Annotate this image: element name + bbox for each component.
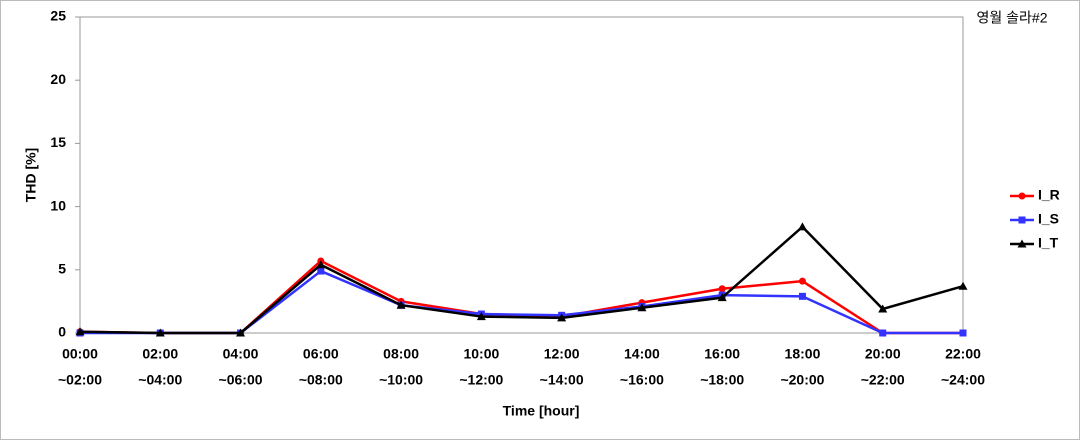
series-line (79, 225, 964, 335)
data-point (236, 328, 246, 337)
x-tick-label: 08:00 (383, 346, 419, 362)
y-tick-label: 20 (50, 71, 66, 87)
data-point (155, 328, 165, 337)
x-tick-label: ~22:00 (861, 372, 905, 388)
x-tick-label: ~08:00 (299, 372, 343, 388)
y-tick-label: 5 (58, 261, 66, 277)
legend-marker (1017, 239, 1027, 248)
y-tick-label: 15 (50, 134, 66, 150)
x-tick-label: ~06:00 (219, 372, 263, 388)
data-point (797, 222, 807, 231)
data-point (476, 312, 486, 321)
annotation: 영월 솔라#2 (977, 10, 1048, 26)
data-point (396, 300, 406, 309)
y-tick-label: 0 (58, 324, 66, 340)
plot-area (79, 16, 964, 334)
x-tick-label: ~14:00 (540, 372, 584, 388)
x-tick-label: 06:00 (303, 346, 339, 362)
data-point (718, 285, 726, 293)
x-tick-label: 12:00 (544, 346, 580, 362)
x-tick-label: 22:00 (945, 346, 981, 362)
legend-marker (1018, 192, 1026, 200)
x-tick-label: 10:00 (463, 346, 499, 362)
data-point (798, 277, 806, 285)
y-tick-label: 25 (50, 8, 66, 24)
legend-label: I_R (1038, 187, 1060, 203)
data-point (75, 327, 85, 336)
data-point (717, 293, 727, 302)
x-tick-label: ~12:00 (459, 372, 503, 388)
legend-label: I_S (1038, 211, 1059, 227)
x-tick-label: ~04:00 (138, 372, 182, 388)
x-tick-label: 14:00 (624, 346, 660, 362)
x-tick-label: ~02:00 (58, 372, 102, 388)
x-tick-label: 20:00 (865, 346, 901, 362)
x-tick-label: ~24:00 (941, 372, 985, 388)
data-point (959, 329, 967, 337)
x-tick-label: ~10:00 (379, 372, 423, 388)
legend-marker (1018, 216, 1026, 224)
x-tick-label: 16:00 (704, 346, 740, 362)
x-tick-label: ~16:00 (620, 372, 664, 388)
x-axis-label: Time [hour] (503, 403, 580, 419)
x-tick-label: ~18:00 (700, 372, 744, 388)
data-point (637, 303, 647, 312)
data-point (958, 281, 968, 290)
data-point (879, 329, 887, 337)
y-tick-label: 10 (50, 197, 66, 213)
x-tick-label: 04:00 (223, 346, 259, 362)
data-point (316, 260, 326, 269)
x-tick-label: 00:00 (62, 346, 98, 362)
data-point (317, 267, 325, 275)
x-tick-label: ~20:00 (780, 372, 824, 388)
y-axis-label: THD [%] (23, 148, 39, 202)
x-tick-label: 18:00 (785, 346, 821, 362)
data-point (798, 292, 806, 300)
data-point (878, 304, 888, 313)
data-point (557, 313, 567, 322)
x-tick-label: 02:00 (142, 346, 178, 362)
legend-label: I_T (1038, 235, 1059, 251)
